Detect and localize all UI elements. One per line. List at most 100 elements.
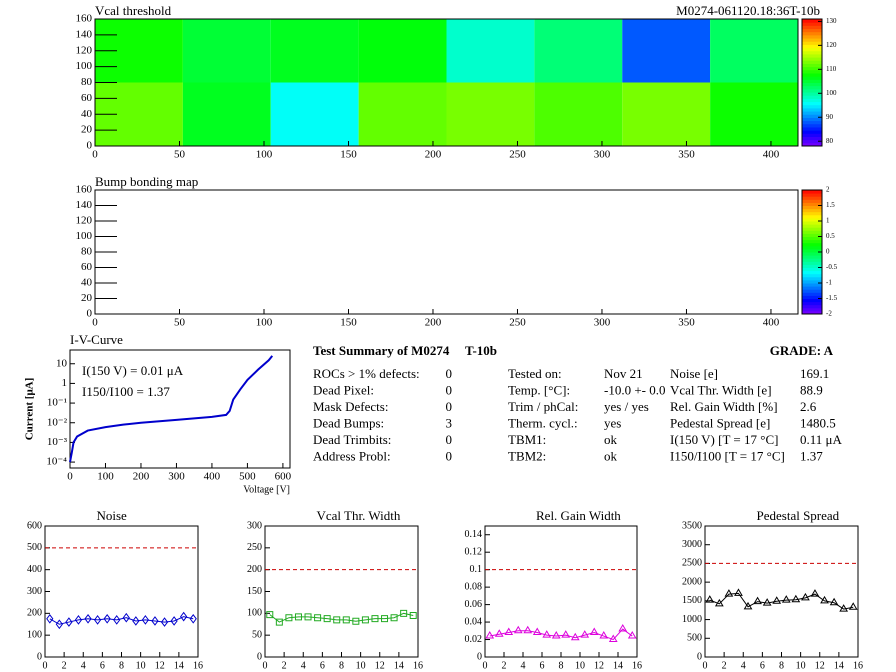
y-tick-label: 0.1 [470, 564, 483, 575]
y-tick-label: 1 [62, 377, 68, 389]
x-tick-label: 16 [853, 660, 863, 671]
x-tick-label: 6 [320, 660, 325, 671]
data-point [753, 596, 762, 605]
x-tick-label: 600 [275, 471, 292, 483]
summary-value: 169.1 [800, 366, 829, 381]
data-line [269, 612, 414, 623]
y-tick-label: 500 [27, 542, 42, 553]
x-tick-label: 12 [815, 660, 825, 671]
data-point [180, 611, 188, 622]
data-point [84, 613, 92, 624]
data-point [772, 596, 782, 604]
data-point [618, 624, 628, 632]
color-bar [802, 50, 822, 55]
color-bar [802, 230, 822, 234]
x-tick-label: 300 [168, 471, 185, 483]
summary-value: -10.0 +- 0.0 [604, 382, 666, 397]
color-bar [802, 227, 822, 231]
data-point [151, 616, 159, 626]
data-point [714, 598, 724, 607]
x-tick-label: 0 [92, 317, 98, 329]
color-bar [802, 252, 822, 256]
color-bar [802, 136, 822, 141]
summary-value: 3 [446, 415, 453, 430]
color-bar [802, 19, 822, 23]
data-point [122, 612, 130, 623]
summary-value: 0 [446, 432, 453, 447]
summary-value: Nov 21 [604, 366, 643, 381]
y-tick-label: 100 [76, 60, 93, 72]
color-bar [802, 79, 822, 83]
color-bar [802, 217, 822, 222]
x-tick-label: 0 [483, 660, 488, 671]
x-tick-label: 100 [256, 317, 273, 329]
data-point [400, 609, 408, 617]
x-tick-label: 10 [796, 660, 806, 671]
y-tick-label: 0 [257, 651, 262, 662]
y-tick-label: 250 [247, 542, 262, 553]
chart-title: Vcal threshold [95, 3, 172, 18]
data-line [489, 628, 633, 641]
x-tick-label: 10 [356, 660, 366, 671]
x-tick-label: 2 [722, 660, 727, 671]
data-point [839, 604, 849, 612]
x-tick-label: 12 [594, 660, 604, 671]
color-bar [802, 69, 822, 74]
heat-cell [358, 82, 447, 146]
plot-frame [44, 525, 199, 658]
data-point [561, 630, 571, 638]
y-tick-label: 60 [81, 261, 93, 273]
x-tick-label: 8 [119, 660, 124, 671]
y-tick-label: 120 [76, 44, 93, 56]
z-tick-label: 90 [826, 113, 834, 121]
x-tick-label: 16 [193, 660, 203, 671]
data-point [781, 595, 791, 603]
y-tick-label: 300 [247, 520, 262, 531]
summary-label: Therm. cycl.: [508, 415, 578, 430]
data-point [801, 592, 810, 601]
x-tick-label: 12 [155, 660, 165, 671]
summary-value: 0 [446, 448, 453, 463]
data-point [323, 615, 331, 623]
data-point [381, 615, 389, 623]
color-bar [802, 193, 822, 197]
color-bar [802, 236, 822, 241]
color-bar [802, 47, 822, 52]
color-bar [802, 298, 822, 303]
z-tick-label: -2 [826, 310, 832, 318]
color-bar [802, 53, 822, 58]
chart-title: Vcal Thr. Width [317, 508, 401, 523]
y-tick-label: 0.12 [465, 546, 483, 557]
y-tick-label: 10⁻³ [47, 436, 68, 448]
heat-cell [710, 82, 798, 146]
data-point [523, 625, 533, 634]
x-tick-label: 250 [509, 149, 526, 161]
color-bar [802, 82, 822, 87]
color-bar [802, 242, 822, 247]
color-bar [802, 211, 822, 216]
data-point [504, 627, 514, 636]
y-tick-label: 500 [687, 633, 702, 644]
color-bar [802, 273, 822, 278]
y-tick-label: 160 [76, 13, 93, 25]
data-point [551, 631, 561, 639]
y-tick-label: 40 [81, 277, 93, 289]
x-tick-label: 14 [613, 660, 623, 671]
summary-value: 0 [446, 382, 453, 397]
x-tick-label: 0 [703, 660, 708, 671]
x-tick-label: 6 [540, 660, 545, 671]
y-tick-label: 400 [27, 564, 42, 575]
x-tick-label: 200 [133, 471, 150, 483]
x-tick-label: 400 [204, 471, 221, 483]
data-point [132, 616, 140, 626]
x-tick-label: 2 [62, 660, 67, 671]
x-tick-label: 0 [67, 471, 73, 483]
x-tick-label: 14 [174, 660, 184, 671]
data-point [333, 616, 341, 624]
color-bar [802, 111, 822, 115]
color-bar [802, 283, 822, 287]
y-tick-label: 0 [87, 308, 93, 320]
summary-label: Address Probl: [313, 448, 391, 463]
y-tick-label: 100 [76, 230, 93, 242]
color-bar [802, 304, 822, 309]
